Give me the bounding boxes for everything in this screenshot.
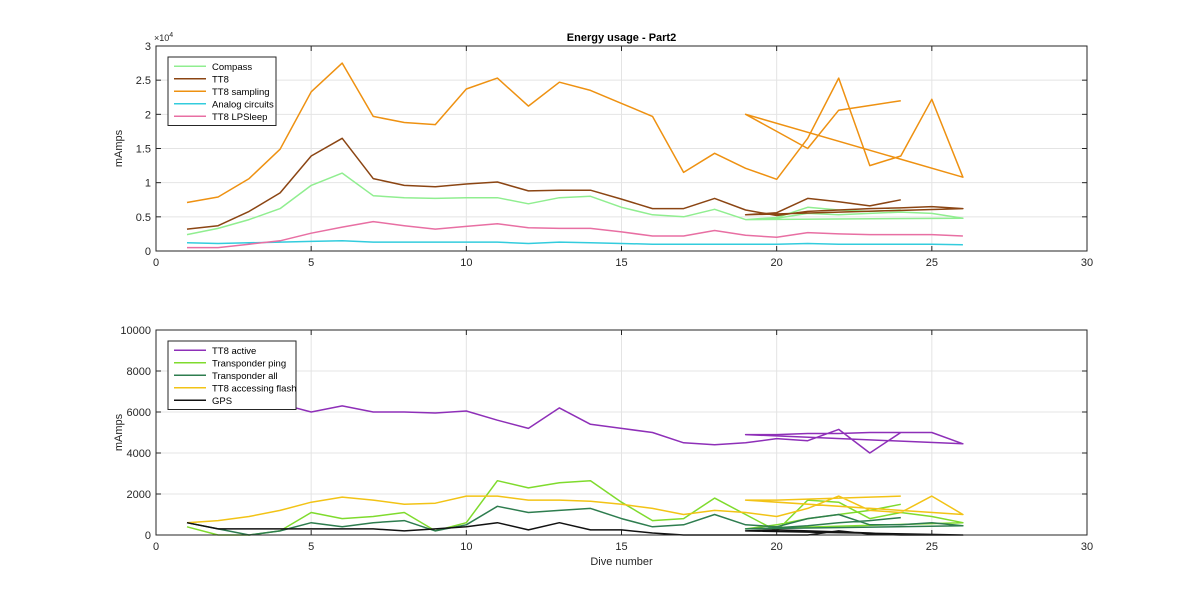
y-exponent-power: 4 <box>169 32 173 39</box>
y-axis-label: mAmps <box>113 129 125 167</box>
y-exponent-label: ×104 <box>154 32 173 43</box>
y-exponent-base: ×10 <box>154 33 169 43</box>
y-tick-label: 2 <box>145 109 151 121</box>
y-tick-label: 8000 <box>127 366 151 378</box>
x-tick-label: 10 <box>460 257 472 269</box>
y-tick-label: 2000 <box>127 489 151 501</box>
legend-label: TT8 sampling <box>212 87 270 98</box>
y-tick-label: 1 <box>145 178 151 190</box>
legend-label: GPS <box>212 396 232 407</box>
y-axis-label: mAmps <box>113 413 125 451</box>
series-line-compass <box>186 172 964 236</box>
legend-label: Transponder all <box>212 371 278 382</box>
x-tick-label: 25 <box>926 257 938 269</box>
series-line-tt8-sampling <box>186 62 964 204</box>
series-line-gps <box>186 521 964 536</box>
legend-label: TT8 accessing flash <box>212 383 296 394</box>
x-tick-label: 0 <box>153 541 159 553</box>
x-tick-label: 15 <box>615 541 627 553</box>
x-tick-label: 20 <box>771 257 783 269</box>
series-line-tt8-active <box>187 401 964 454</box>
chart-title: Energy usage - Part2 <box>567 32 676 44</box>
legend-label: TT8 LPSleep <box>212 112 267 123</box>
y-tick-label: 0 <box>145 246 151 258</box>
chart-panel-1: 0 5 10 15 20 25 30 0 0.5 1 1.5 2 2.5 3×104 Energy usag… <box>113 32 1093 269</box>
x-tick-label: 10 <box>460 541 472 553</box>
y-tick-label: 6000 <box>127 407 151 419</box>
y-tick-label: 1.5 <box>136 144 151 156</box>
x-tick-label: 20 <box>771 541 783 553</box>
chart-panel-2: 0 5 10 15 20 25 30 0 2000 4000 6000 8000 10000 mAmps D… <box>113 325 1093 568</box>
axes-box <box>155 329 1088 536</box>
series-line-analog-circuits <box>186 240 963 246</box>
y-tick-label: 4000 <box>127 448 151 460</box>
x-tick-label: 30 <box>1081 257 1093 269</box>
x-tick-label: 30 <box>1081 541 1093 553</box>
y-tick-label: 2.5 <box>136 75 151 87</box>
y-tick-label: 0 <box>145 530 151 542</box>
series-line-tt8-accessing-flash <box>186 495 964 524</box>
legend-label: Compass <box>212 62 252 73</box>
legend-label: TT8 <box>212 74 229 85</box>
series-line-tt8 <box>186 137 964 230</box>
x-axis-label: Dive number <box>590 556 653 568</box>
axes-box <box>155 45 1088 252</box>
x-tick-label: 25 <box>926 541 938 553</box>
y-tick-label: 3 <box>145 41 151 53</box>
series-line-tt8-lpsleep <box>187 220 963 249</box>
x-tick-label: 5 <box>308 257 314 269</box>
legend-label: Analog circuits <box>212 99 274 110</box>
x-tick-label: 5 <box>308 541 314 553</box>
legend-label: TT8 active <box>212 346 256 357</box>
x-tick-label: 0 <box>153 257 159 269</box>
series-line-transponder-all <box>186 505 964 536</box>
x-tick-label: 15 <box>615 257 627 269</box>
legend-label: Transponder ping <box>212 358 286 369</box>
y-tick-label: 0.5 <box>136 212 151 224</box>
y-tick-label: 10000 <box>120 325 151 337</box>
